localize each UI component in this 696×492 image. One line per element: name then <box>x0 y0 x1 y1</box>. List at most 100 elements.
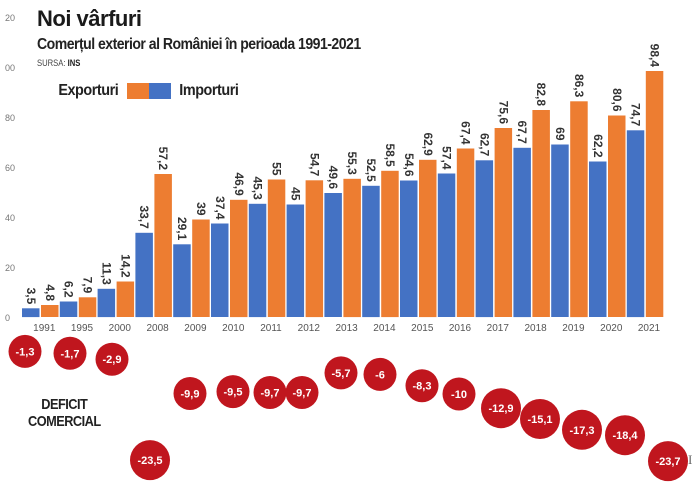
x-tick-label: 1995 <box>71 323 94 334</box>
deficit-label: -9,7 <box>293 388 312 400</box>
bar-exports <box>532 110 550 317</box>
x-tick-label: 2012 <box>298 323 321 334</box>
deficit-bubble <box>216 375 250 409</box>
bars <box>22 71 664 318</box>
deficit-label: -18,4 <box>612 430 638 442</box>
bar-exports <box>41 305 59 317</box>
y-tick-label: 60 <box>5 163 15 173</box>
x-tick-label: 2017 <box>487 323 510 334</box>
bar-exports <box>154 174 172 317</box>
bar-imports <box>135 232 153 318</box>
bar-imports <box>362 185 380 318</box>
bar-imports <box>551 144 569 317</box>
bar-exports <box>608 115 626 317</box>
value-label: 62,2 <box>591 134 605 158</box>
x-tick-label: 2000 <box>109 323 132 334</box>
value-label: 33,7 <box>137 205 151 229</box>
bar-exports <box>494 128 513 317</box>
bar-exports <box>645 71 664 317</box>
deficit-label: -6 <box>375 369 385 381</box>
source-value: INS <box>67 58 81 68</box>
y-tick-label: 00 <box>5 63 15 73</box>
legend-imports-label: Importuri <box>178 82 239 99</box>
value-label: 80,6 <box>610 88 624 112</box>
bar-imports <box>437 173 456 317</box>
deficit-bubble <box>520 399 560 439</box>
deficit-caption-line1: DEFICIT <box>41 396 88 413</box>
deficit-bubbles: -1,3 -1,7 -2,9 -23,5 -9,9 -9,5 -9,7 -9,7 -5,7 -6 -… <box>8 334 688 482</box>
bar-imports <box>97 288 116 318</box>
bar-exports <box>78 297 97 318</box>
value-label: 46,9 <box>232 172 246 196</box>
deficit-label: -5,7 <box>332 368 351 380</box>
bar-exports <box>343 178 361 318</box>
bar-exports <box>305 180 324 318</box>
x-tick-label: 2015 <box>411 323 434 334</box>
value-label: 74,7 <box>629 103 643 127</box>
deficit-label: -12,9 <box>488 403 513 415</box>
deficit-bubble <box>8 334 42 368</box>
deficit-bubble <box>405 369 439 403</box>
value-label: 58,5 <box>383 143 397 167</box>
chart-title: Noi vârfuri <box>37 6 142 31</box>
deficit-bubble <box>324 356 358 390</box>
legend-imports-swatch <box>148 83 171 99</box>
value-label: 62,9 <box>421 132 435 156</box>
legend: Exporturi Importuri <box>55 82 241 100</box>
x-axis: 1991 1995 2000 2008 2009 2010 2011 2012 2013 2014… <box>33 323 660 334</box>
bar-imports <box>475 160 494 318</box>
bar-imports <box>211 223 229 317</box>
x-tick-label: 1991 <box>33 323 56 334</box>
deficit-bubble <box>648 441 688 482</box>
deficit-bubble <box>481 388 521 429</box>
bar-imports <box>248 203 267 318</box>
deficit-bubble <box>562 409 602 450</box>
value-label: 98,4 <box>648 44 662 68</box>
y-tick-label: 20 <box>5 263 15 273</box>
x-tick-label: 2013 <box>335 323 358 334</box>
value-label: 55,3 <box>345 151 359 175</box>
x-tick-label: 2018 <box>524 323 547 334</box>
deficit-label: -17,3 <box>569 425 594 437</box>
value-label: 14,2 <box>118 254 132 278</box>
value-label: 54,6 <box>402 153 416 177</box>
chart-subtitle: Comerțul exterior al României în perioad… <box>37 36 361 53</box>
edge-artifact: I <box>688 452 693 467</box>
x-tick-label: 2016 <box>449 323 472 334</box>
deficit-bubble <box>130 440 170 481</box>
value-label: 3,5 <box>24 288 38 305</box>
deficit-bubble <box>95 342 129 376</box>
bar-imports <box>513 147 531 318</box>
y-tick-label: 20 <box>5 13 15 23</box>
deficit-label: -9,9 <box>181 389 200 401</box>
y-tick-label: 80 <box>5 113 15 123</box>
deficit-label: -9,7 <box>261 388 280 400</box>
deficit-bubble <box>173 377 207 410</box>
value-label: 86,3 <box>572 74 586 98</box>
value-label: 45,3 <box>251 176 265 200</box>
x-tick-label: 2019 <box>562 323 585 334</box>
x-tick-label: 2011 <box>260 323 282 334</box>
value-label: 57,4 <box>440 146 454 170</box>
bar-imports <box>589 161 607 317</box>
deficit-bubble <box>53 336 87 370</box>
deficit-label: -8,3 <box>413 381 432 393</box>
value-label: 45 <box>288 187 302 201</box>
bar-imports <box>626 130 645 318</box>
value-label: 52,5 <box>364 158 378 182</box>
deficit-label: -2,9 <box>103 354 122 366</box>
deficit-label: -9,5 <box>224 387 243 399</box>
bar-exports <box>192 219 210 317</box>
value-label: 55 <box>270 162 284 176</box>
x-tick-label: 2009 <box>184 323 207 334</box>
value-label: 75,6 <box>496 101 510 125</box>
bar-imports <box>59 301 78 317</box>
source-label: SURSA: <box>37 58 66 68</box>
value-labels: 3,5 4,8 6,2 7,9 11,3 14,2 33,7 57,2 29,1 39 37,4 46… <box>24 44 662 305</box>
x-tick-label: 2014 <box>373 323 396 334</box>
legend-exports-swatch <box>126 83 149 99</box>
deficit-label: -23,5 <box>137 455 162 467</box>
deficit-label: -1,7 <box>61 348 80 360</box>
value-label: 69 <box>553 127 567 141</box>
